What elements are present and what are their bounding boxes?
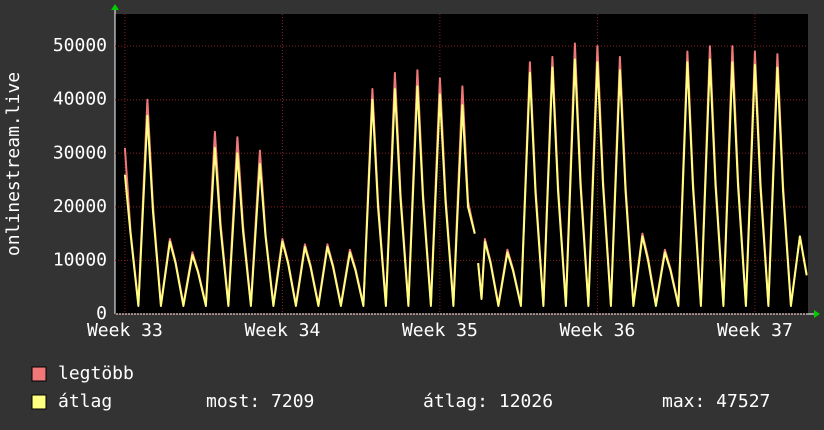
- axis-arrow: [814, 310, 820, 318]
- legend-label: legtöbb: [58, 363, 134, 384]
- y-tick-label: 40000: [53, 89, 107, 110]
- x-tick-label: Week 36: [559, 320, 635, 341]
- series-line: [123, 58, 808, 307]
- y-tick-label: 50000: [53, 35, 107, 56]
- axis-arrow: [111, 4, 119, 10]
- y-tick-label: 20000: [53, 196, 107, 217]
- y-tick-label: 0: [96, 303, 107, 324]
- y-tick-label: 30000: [53, 142, 107, 163]
- stat-label: most: 7209: [206, 391, 314, 412]
- legend-swatch: [31, 366, 47, 382]
- y-tick-label: 10000: [53, 249, 107, 270]
- legend-label: átlag: [58, 391, 112, 412]
- stat-label: átlag: 12026: [423, 391, 553, 412]
- stat-label: max: 47527: [662, 391, 770, 412]
- y-axis-label: onlinestream.live: [3, 72, 24, 256]
- plot-area: [115, 14, 808, 314]
- legend-swatch: [31, 394, 47, 410]
- x-tick-label: Week 33: [87, 320, 163, 341]
- x-tick-label: Week 37: [717, 320, 793, 341]
- x-tick-label: Week 34: [244, 320, 320, 341]
- x-tick-label: Week 35: [402, 320, 478, 341]
